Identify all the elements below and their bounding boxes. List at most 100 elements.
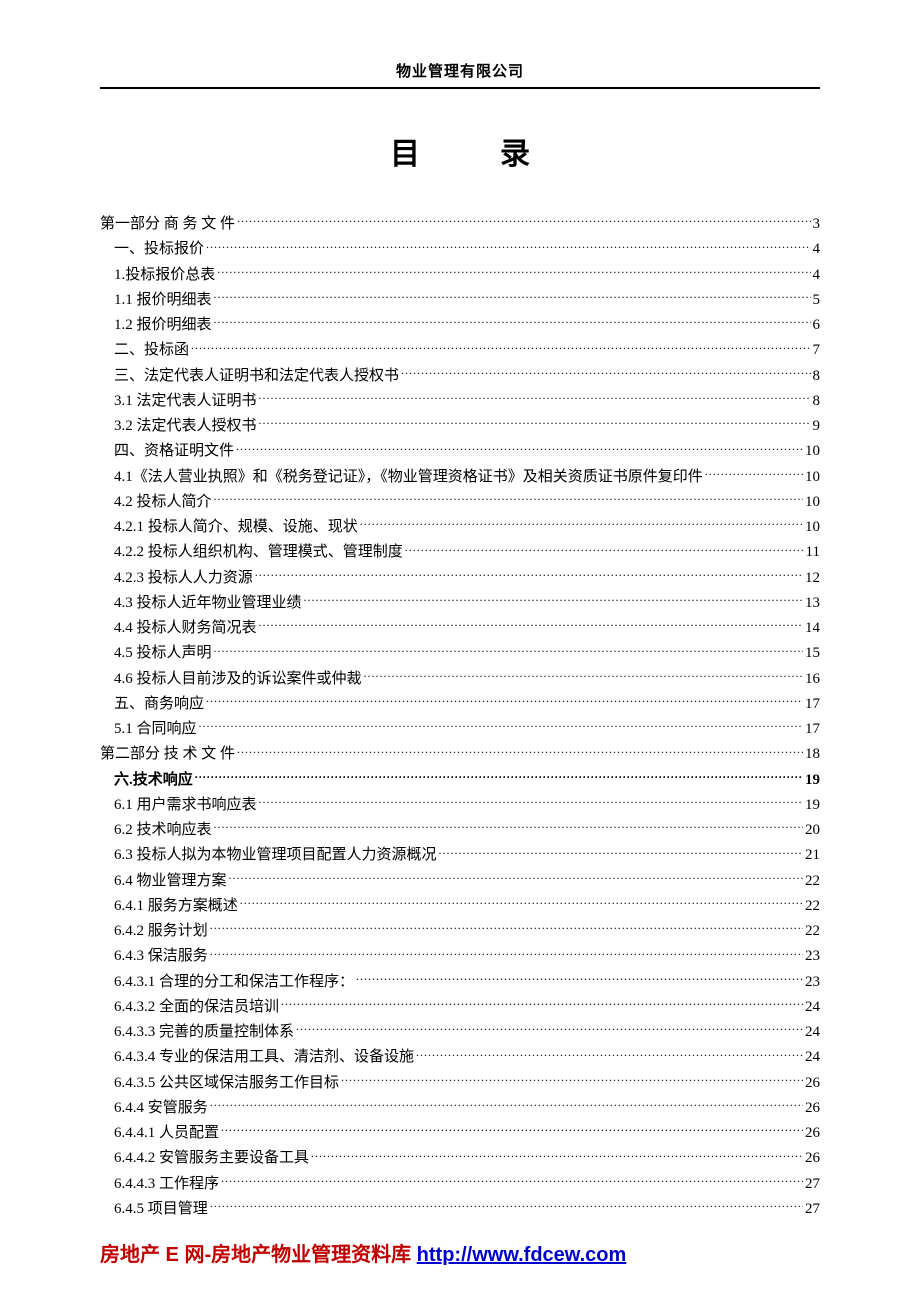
toc-entry: 6.2 技术响应表20 xyxy=(100,819,820,842)
toc-leader-dots xyxy=(240,898,803,910)
toc-entry-label: 二、投标函 xyxy=(114,339,189,362)
toc-entry-label: 第二部分 技 术 文 件 xyxy=(100,743,235,766)
toc-leader-dots xyxy=(364,671,803,683)
toc-entry: 4.1《法人营业执照》和《税务登记证》，《物业管理资格证书》及相关资质证书原件复… xyxy=(100,466,820,489)
toc-entry: 第一部分 商 务 文 件3 xyxy=(100,213,820,236)
toc-title: 目录 xyxy=(100,129,820,173)
toc-leader-dots xyxy=(281,999,803,1011)
toc-entry-page: 17 xyxy=(805,693,820,716)
toc-entry-page: 10 xyxy=(805,440,820,463)
toc-entry: 6.3 投标人拟为本物业管理项目配置人力资源概况 21 xyxy=(100,844,820,867)
toc-entry-label: 6.2 技术响应表 xyxy=(114,819,212,842)
toc-entry-label: 4.2.2 投标人组织机构、管理模式、管理制度 xyxy=(114,541,403,564)
toc-entry: 4.6 投标人目前涉及的诉讼案件或仲裁16 xyxy=(100,668,820,691)
toc-entry-label: 3.1 法定代表人证明书 xyxy=(114,390,257,413)
toc-entry-page: 9 xyxy=(813,415,821,438)
toc-entry: 4.5 投标人声明15 xyxy=(100,642,820,665)
toc-entry: 二、投标函7 xyxy=(100,339,820,362)
toc-leader-dots xyxy=(191,342,810,354)
toc-leader-dots xyxy=(304,595,803,607)
toc-leader-dots xyxy=(311,1150,803,1162)
toc-leader-dots xyxy=(237,216,810,228)
toc-entry: 6.4.1 服务方案概述22 xyxy=(100,895,820,918)
toc-entry: 4.2.2 投标人组织机构、管理模式、管理制度 11 xyxy=(100,541,820,564)
toc-entry: 6.1 用户需求书响应表19 xyxy=(100,794,820,817)
toc-leader-dots xyxy=(210,923,803,935)
page-header: 物业管理有限公司 xyxy=(100,60,820,89)
toc-entry-label: 6.4.1 服务方案概述 xyxy=(114,895,238,918)
toc-entry-label: 第一部分 商 务 文 件 xyxy=(100,213,235,236)
toc-entry-page: 24 xyxy=(805,996,820,1019)
toc-leader-dots xyxy=(206,241,810,253)
toc-entry-page: 23 xyxy=(805,971,820,994)
toc-entry-label: 1.投标报价总表 xyxy=(114,264,215,287)
toc-entry: 三、法定代表人证明书和法定代表人授权书8 xyxy=(100,365,820,388)
toc-entry-page: 4 xyxy=(813,238,821,261)
toc-leader-dots xyxy=(259,393,811,405)
toc-entry-label: 6.4.4 安管服务 xyxy=(114,1097,208,1120)
toc-entry-label: 6.4.3.4 专业的保洁用工具、清洁剂、设备设施 xyxy=(114,1046,414,1069)
toc-entry-page: 26 xyxy=(805,1097,820,1120)
toc-entry-page: 24 xyxy=(805,1046,820,1069)
toc-entry-page: 11 xyxy=(806,541,820,564)
toc-entry-page: 17 xyxy=(805,718,820,741)
toc-entry: 六.技术响应 19 xyxy=(100,769,820,792)
toc-leader-dots xyxy=(705,469,803,481)
toc-entry-label: 六.技术响应 xyxy=(114,769,193,792)
document-page: 物业管理有限公司 目录 第一部分 商 务 文 件3一、投标报价 4 1.投标报价总表… xyxy=(0,0,920,1221)
toc-entry-label: 1.2 报价明细表 xyxy=(114,314,212,337)
toc-entry-label: 4.5 投标人声明 xyxy=(114,642,212,665)
toc-leader-dots xyxy=(341,1075,803,1087)
toc-entry: 4.2 投标人简介10 xyxy=(100,491,820,514)
toc-entry-page: 13 xyxy=(805,592,820,615)
toc-leader-dots xyxy=(214,292,811,304)
toc-entry: 6.4.3.1 合理的分工和保洁工作程序： 23 xyxy=(100,971,820,994)
toc-entry-label: 6.4.3.2 全面的保洁员培训 xyxy=(114,996,279,1019)
toc-entry-label: 6.1 用户需求书响应表 xyxy=(114,794,257,817)
toc-entry-label: 6.4.4.3 工作程序 xyxy=(114,1173,219,1196)
toc-entry-page: 27 xyxy=(805,1198,820,1221)
toc-entry: 6.4.4.3 工作程序27 xyxy=(100,1173,820,1196)
toc-entry-label: 6.4.2 服务计划 xyxy=(114,920,208,943)
toc-entry: 6.4.3.5 公共区域保洁服务工作目标26 xyxy=(100,1072,820,1095)
toc-leader-dots xyxy=(259,797,803,809)
toc-entry: 6.4.4.1 人员配置26 xyxy=(100,1122,820,1145)
toc-entry-page: 8 xyxy=(813,365,821,388)
toc-leader-dots xyxy=(221,1125,803,1137)
toc-entry: 6.4.5 项目管理27 xyxy=(100,1198,820,1221)
toc-leader-dots xyxy=(210,1201,803,1213)
toc-entry: 6.4.3.3 完善的质量控制体系24 xyxy=(100,1021,820,1044)
toc-leader-dots xyxy=(199,721,803,733)
toc-entry-page: 5 xyxy=(813,289,821,312)
toc-leader-dots xyxy=(210,948,803,960)
toc-entry-page: 10 xyxy=(805,466,820,489)
toc-entry-page: 10 xyxy=(805,516,820,539)
toc-entry-label: 4.1《法人营业执照》和《税务登记证》，《物业管理资格证书》及相关资质证书原件复… xyxy=(114,466,703,489)
toc-entry-page: 14 xyxy=(805,617,820,640)
toc-leader-dots xyxy=(360,519,803,531)
toc-entry-page: 19 xyxy=(805,769,820,792)
footer-text-b: -房地产物业管理资料库 xyxy=(204,1244,416,1266)
footer-text-a: 房地产 E 网 xyxy=(100,1244,204,1266)
footer-url[interactable]: http://www.fdcew.com xyxy=(417,1244,627,1266)
toc-entry: 6.4.3.2 全面的保洁员培训 24 xyxy=(100,996,820,1019)
toc-entry-label: 一、投标报价 xyxy=(114,238,204,261)
toc-entry-label: 6.4.3.1 合理的分工和保洁工作程序： xyxy=(114,971,354,994)
toc-entry-label: 6.3 投标人拟为本物业管理项目配置人力资源概况 xyxy=(114,844,437,867)
toc-entry-label: 6.4.4.1 人员配置 xyxy=(114,1122,219,1145)
toc-entry-page: 18 xyxy=(805,743,820,766)
toc-entry-label: 6.4.3.5 公共区域保洁服务工作目标 xyxy=(114,1072,339,1095)
toc-entry: 第二部分 技 术 文 件 18 xyxy=(100,743,820,766)
toc-leader-dots xyxy=(229,873,803,885)
toc-entry: 6.4.3.4 专业的保洁用工具、清洁剂、设备设施 24 xyxy=(100,1046,820,1069)
toc-leader-dots xyxy=(405,544,804,556)
toc-entry-label: 五、商务响应 xyxy=(114,693,204,716)
toc-leader-dots xyxy=(210,1100,803,1112)
toc-entry-page: 21 xyxy=(805,844,820,867)
toc-entry: 6.4.4 安管服务 26 xyxy=(100,1097,820,1120)
toc-entry-label: 4.6 投标人目前涉及的诉讼案件或仲裁 xyxy=(114,668,362,691)
toc-entry: 6.4 物业管理方案22 xyxy=(100,870,820,893)
toc-entry: 4.2.1 投标人简介、规模、设施、现状10 xyxy=(100,516,820,539)
toc-leader-dots xyxy=(236,443,803,455)
toc-entry-page: 12 xyxy=(805,567,820,590)
